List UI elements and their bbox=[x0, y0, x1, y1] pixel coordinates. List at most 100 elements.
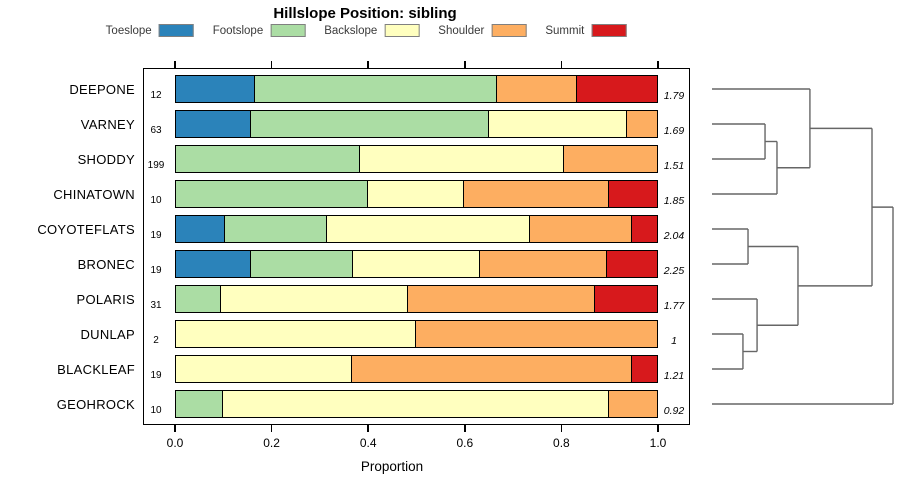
bar-segment-summit bbox=[630, 215, 658, 243]
bar-segment-backslope bbox=[220, 285, 409, 313]
n-value: 10 bbox=[150, 195, 162, 206]
x-tick-bottom bbox=[367, 425, 369, 432]
legend-swatch bbox=[270, 24, 306, 37]
bar-segment-summit bbox=[630, 355, 658, 383]
bar-row bbox=[175, 320, 658, 348]
bar-row bbox=[175, 355, 658, 383]
bar-segment-shoulder bbox=[626, 110, 658, 138]
bar-segment-summit bbox=[608, 180, 658, 208]
legend-label: Toeslope bbox=[105, 24, 152, 37]
chart-title: Hillslope Position: sibling bbox=[273, 5, 457, 22]
h-value: 1.79 bbox=[663, 90, 685, 102]
bar-row bbox=[175, 75, 658, 103]
h-value: 0.92 bbox=[663, 405, 685, 417]
bar-segment-backslope bbox=[175, 320, 417, 348]
bar-row bbox=[175, 390, 658, 418]
n-value: 19 bbox=[150, 370, 162, 381]
legend-swatch bbox=[158, 24, 194, 37]
bar-segment-footslope bbox=[175, 285, 222, 313]
bar-segment-footslope bbox=[224, 215, 328, 243]
bar-segment-toeslope bbox=[175, 75, 256, 103]
bar-segment-summit bbox=[575, 75, 658, 103]
x-tick-label: 1.0 bbox=[649, 436, 667, 450]
n-value: 10 bbox=[150, 405, 162, 416]
bar-segment-footslope bbox=[250, 110, 490, 138]
x-tick-label: 0.2 bbox=[263, 436, 280, 450]
legend-item: Shoulder bbox=[438, 24, 527, 37]
x-tick-bottom bbox=[174, 425, 176, 432]
row-label: GEOHROCK bbox=[56, 396, 135, 412]
bar-segment-footslope bbox=[175, 180, 369, 208]
n-value: 2 bbox=[153, 335, 159, 346]
row-label: DUNLAP bbox=[80, 326, 135, 342]
h-value: 1.21 bbox=[663, 370, 685, 382]
x-axis-label: Proportion bbox=[360, 459, 424, 474]
row-label: COYOTEFLATS bbox=[37, 221, 135, 237]
legend-label: Summit bbox=[545, 24, 585, 37]
bar-segment-footslope bbox=[175, 145, 361, 173]
row-label: BLACKLEAF bbox=[57, 361, 135, 377]
legend-swatch bbox=[491, 24, 527, 37]
row-label: POLARIS bbox=[76, 291, 135, 307]
h-value: 1.51 bbox=[663, 160, 685, 172]
row-label: SHODDY bbox=[77, 151, 135, 167]
x-tick-top bbox=[367, 60, 369, 68]
h-value: 1.85 bbox=[663, 195, 685, 207]
bar-row bbox=[175, 285, 658, 313]
legend: Toeslope Footslope Backslope Shoulder Summit bbox=[106, 24, 627, 37]
bar-segment-shoulder bbox=[529, 215, 633, 243]
bar-row bbox=[175, 180, 658, 208]
bar-row bbox=[175, 110, 658, 138]
n-value: 19 bbox=[150, 265, 162, 276]
x-tick-bottom bbox=[657, 425, 659, 432]
x-tick-label: 0.4 bbox=[359, 436, 377, 450]
bar-segment-summit bbox=[605, 250, 658, 278]
bar-segment-backslope bbox=[366, 180, 465, 208]
n-value: 31 bbox=[150, 300, 162, 311]
x-tick-top bbox=[560, 60, 563, 68]
row-label: DEEPONE bbox=[69, 81, 135, 97]
bar-segment-backslope bbox=[221, 390, 610, 418]
bar-segment-shoulder bbox=[495, 75, 578, 103]
bar-segment-toeslope bbox=[175, 215, 226, 243]
bar-segment-shoulder bbox=[415, 320, 658, 348]
x-tick-top bbox=[270, 60, 273, 68]
bar-segment-toeslope bbox=[175, 110, 252, 138]
h-value: 1 bbox=[671, 335, 677, 347]
bar-segment-footslope bbox=[175, 390, 224, 418]
n-value: 199 bbox=[147, 160, 165, 171]
row-label: BRONEC bbox=[77, 256, 135, 272]
x-tick-label: 0.6 bbox=[456, 436, 474, 450]
row-label: VARNEY bbox=[80, 116, 135, 132]
bar-row bbox=[175, 215, 658, 243]
legend-item: Summit bbox=[545, 24, 627, 37]
bar-segment-backslope bbox=[487, 110, 628, 138]
bar-row bbox=[175, 250, 658, 278]
x-tick-label: 0.0 bbox=[166, 436, 184, 450]
x-tick-top bbox=[464, 60, 466, 68]
bar-segment-backslope bbox=[326, 215, 531, 243]
bar-segment-shoulder bbox=[563, 145, 658, 173]
bar-segment-toeslope bbox=[175, 250, 252, 278]
bar-row bbox=[175, 145, 658, 173]
legend-item: Toeslope bbox=[106, 24, 194, 37]
legend-label: Shoulder bbox=[438, 24, 485, 37]
h-value: 2.04 bbox=[663, 230, 685, 242]
h-value: 1.77 bbox=[663, 300, 685, 312]
legend-item: Backslope bbox=[324, 24, 420, 37]
h-value: 1.69 bbox=[663, 125, 685, 137]
legend-swatch bbox=[384, 24, 420, 37]
x-tick-bottom bbox=[270, 425, 273, 432]
n-value: 19 bbox=[150, 230, 162, 241]
bar-segment-shoulder bbox=[608, 390, 658, 418]
bar-segment-footslope bbox=[254, 75, 498, 103]
x-tick-bottom bbox=[560, 425, 563, 432]
legend-label: Footslope bbox=[212, 24, 264, 37]
bar-segment-backslope bbox=[351, 250, 481, 278]
legend-swatch bbox=[591, 24, 627, 37]
bar-segment-summit bbox=[594, 285, 658, 313]
bar-segment-shoulder bbox=[407, 285, 596, 313]
n-value: 63 bbox=[150, 125, 162, 136]
bar-segment-backslope bbox=[359, 145, 565, 173]
